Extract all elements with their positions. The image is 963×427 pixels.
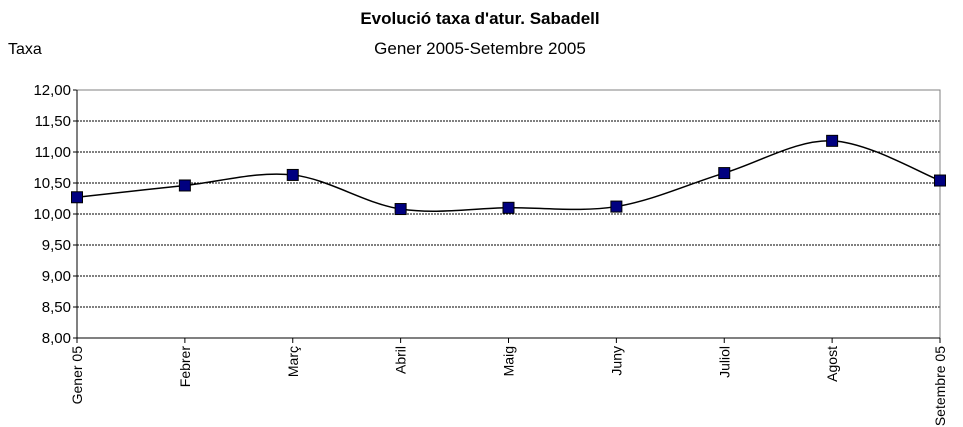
y-tick-label: 10,50	[33, 175, 71, 192]
x-tick-label: Setembre 05	[932, 346, 948, 426]
y-tick-label: 9,50	[42, 237, 71, 254]
marker	[178, 179, 191, 192]
x-tick-label: Juliol	[716, 346, 732, 378]
x-tick-label: Juny	[608, 346, 624, 376]
y-tick-label: 10,00	[33, 206, 71, 223]
marker	[286, 168, 299, 181]
line	[76, 140, 941, 213]
chart-subtitle: Gener 2005-Setembre 2005	[374, 39, 586, 58]
chart-title: Evolució taxa d'atur. Sabadell	[360, 9, 599, 28]
x-tick-label: Febrer	[177, 346, 193, 388]
x-tick-label: Maig	[501, 346, 517, 376]
x-tick-label: Abril	[393, 346, 409, 374]
y-tick-label: 11,00	[35, 144, 71, 161]
marker	[826, 134, 839, 147]
marker	[718, 167, 731, 180]
marker	[71, 191, 83, 204]
y-tick-label: 9,00	[42, 268, 71, 285]
marker	[610, 200, 623, 213]
x-tick-label: Gener 05	[69, 346, 85, 405]
x-tick-label: Març	[285, 346, 301, 377]
marker	[394, 203, 407, 216]
marker	[934, 174, 946, 187]
y-tick-label: 12,00	[33, 82, 71, 99]
y-tick-label: 8,50	[42, 299, 71, 316]
y-tick-label: 11,50	[35, 113, 71, 130]
x-tick-label: Agost	[824, 346, 840, 382]
y-axis-label: Taxa	[8, 41, 42, 58]
y-tick-label: 8,00	[42, 330, 71, 347]
marker	[502, 201, 515, 214]
